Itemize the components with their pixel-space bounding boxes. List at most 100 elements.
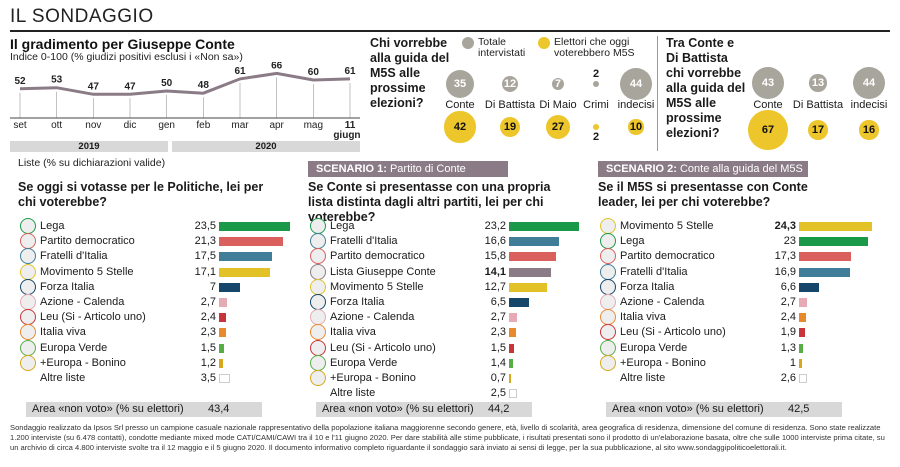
approval-title: Il gradimento per Giuseppe Conte — [10, 36, 235, 52]
party-name: Italia viva — [330, 326, 376, 339]
party-logo-icon — [20, 218, 36, 234]
scenario-subtitle: Conte alla guida del M5S — [676, 163, 803, 175]
party-name: Fratelli d'Italia — [620, 265, 688, 278]
party-name: +Europa - Bonino — [620, 356, 706, 369]
party-logo-icon — [310, 233, 326, 250]
party-value: 2,7 — [780, 296, 796, 308]
scenario-subtitle: Partito di Conte — [386, 163, 466, 175]
month-label: dic — [124, 120, 137, 131]
party-name: Movimento 5 Stelle — [620, 220, 714, 232]
bubble-total: 7 — [551, 77, 565, 91]
approval-value-label: 61 — [234, 66, 246, 77]
party-logo-icon — [600, 339, 616, 356]
party-logo-icon — [310, 370, 326, 386]
party-name: Movimento 5 Stelle — [40, 265, 134, 278]
party-logo-icon — [310, 294, 326, 310]
party-bar — [219, 252, 272, 262]
party-bar — [799, 313, 807, 323]
month-label: mar — [231, 120, 249, 131]
approval-line-chart: 52 53 47 47 50 48 61 66 60 61 set ott nov dic gen feb ma… — [10, 62, 360, 141]
party-bar — [509, 374, 512, 383]
non-vote-area-value: 44,2 — [488, 403, 510, 415]
party-value: 6,6 — [780, 280, 796, 293]
methodology-note: Sondaggio realizzato da Ipsos Srl presso… — [10, 423, 885, 452]
party-bar — [799, 252, 851, 262]
approval-value-label: 66 — [271, 62, 283, 71]
panel-question: Se oggi si votasse per le Politiche, lei… — [18, 180, 264, 209]
approval-value-label: 61 — [344, 66, 356, 77]
party-value: 1,5 — [490, 341, 506, 354]
legend-voters-swatch — [538, 37, 550, 49]
party-bar — [509, 282, 548, 292]
party-name: Leu (Si - Articolo uno) — [40, 311, 146, 324]
party-name: Lega — [330, 220, 355, 232]
party-logo-icon — [600, 294, 616, 310]
party-value: 15,8 — [484, 250, 506, 263]
scenario-title: SCENARIO 1: — [316, 163, 387, 175]
party-bar — [799, 267, 850, 277]
party-logo-icon — [20, 354, 36, 371]
candidate-name: Crimi — [583, 99, 609, 111]
month-label: apr — [269, 120, 284, 131]
month-label: nov — [85, 120, 101, 131]
month-label: 11 — [345, 120, 356, 131]
party-value: 2,6 — [780, 372, 796, 384]
party-bar — [509, 313, 518, 323]
party-logo-icon — [20, 324, 36, 341]
party-bar — [799, 282, 819, 292]
party-name: Europa Verde — [620, 341, 688, 354]
party-name: +Europa - Bonino — [330, 372, 416, 384]
approval-value-label: 47 — [124, 81, 136, 92]
conte-vs-dibattista-question: Tra Conte e Di Battista chi vorrebbe all… — [666, 36, 746, 140]
section-divider — [657, 36, 658, 151]
party-logo-icon — [20, 278, 36, 295]
party-name: Azione - Calenda — [40, 296, 125, 308]
party-value: 17,5 — [194, 250, 216, 263]
party-logo-icon — [600, 263, 616, 280]
month-label: gen — [158, 120, 175, 131]
party-name: Leu (Si - Articolo uno) — [330, 341, 436, 354]
party-value: 2,4 — [780, 311, 796, 324]
party-bar — [219, 374, 230, 383]
party-logo-icon — [600, 233, 616, 250]
party-bar — [509, 237, 559, 247]
candidate-name: Di Battista — [792, 99, 844, 111]
approval-value-label: 47 — [88, 81, 100, 92]
party-name: Lega — [620, 235, 645, 248]
panel-question: Se il M5S si presentasse con Conte leade… — [598, 180, 808, 209]
party-logo-icon — [20, 339, 36, 356]
candidate-name: indecisi — [617, 99, 655, 111]
party-logo-icon — [310, 218, 326, 234]
party-value: 1,4 — [490, 356, 506, 369]
party-bar — [219, 222, 290, 231]
party-value: 23 — [783, 235, 796, 248]
party-name: Azione - Calenda — [620, 296, 705, 308]
party-name: Partito democratico — [620, 250, 715, 263]
party-name: Italia viva — [620, 311, 666, 324]
bubble-voters: 67 — [748, 110, 788, 150]
scenario-title: SCENARIO 2: — [606, 163, 677, 175]
party-bar — [219, 343, 224, 353]
bubble-voters: 42 — [444, 111, 476, 143]
approval-value-label: 48 — [198, 80, 210, 91]
party-bar — [219, 298, 228, 307]
candidate-name: Conte — [753, 99, 783, 111]
party-value: 1,9 — [780, 326, 796, 339]
party-bar — [219, 328, 226, 338]
approval-value-label: 52 — [14, 76, 26, 87]
party-bar — [799, 343, 803, 353]
party-logo-icon — [600, 309, 616, 326]
party-name: Altre liste — [40, 372, 86, 384]
party-name: Europa Verde — [330, 356, 398, 369]
party-name: Italia viva — [40, 326, 86, 339]
party-logo-icon — [600, 218, 616, 234]
party-bar — [219, 267, 271, 277]
bubble-total: 13 — [809, 74, 827, 92]
scenario-label: SCENARIO 1: Partito di Conte — [308, 161, 508, 177]
approval-subtitle: Indice 0-100 (% giudizi positivi esclusi… — [10, 51, 243, 63]
party-logo-icon — [20, 233, 36, 250]
party-value: 2,7 — [490, 311, 506, 324]
party-logo-icon — [600, 354, 616, 371]
approval-value-label: 53 — [51, 75, 63, 86]
non-vote-area-label: Area «non voto» (% su elettori) — [316, 402, 532, 417]
